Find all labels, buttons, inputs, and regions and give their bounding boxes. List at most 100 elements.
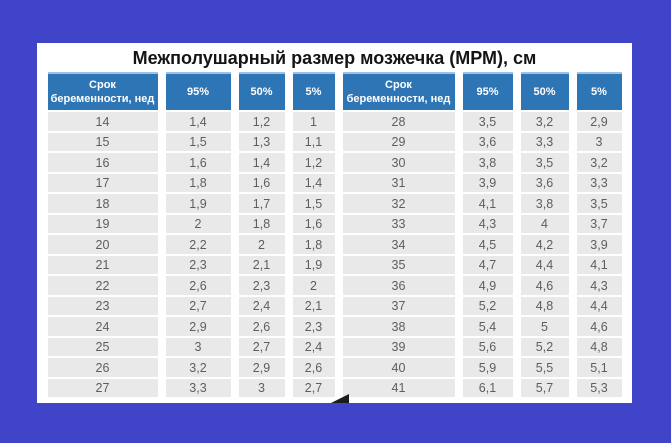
value-cell: 4	[520, 214, 569, 234]
column-header-percentile: 5%	[576, 72, 622, 111]
value-cell: 2,3	[292, 317, 335, 336]
value-cell: 5,5	[520, 358, 569, 377]
header-row: Срок беременности, нед 95% 50% 5% Срок берем…	[47, 72, 622, 111]
value-cell: 1	[292, 112, 335, 131]
value-cell: 3,5	[520, 153, 569, 172]
table-panel: Межполушарный размер мозжечка (МРМ), см …	[37, 43, 632, 403]
value-cell: 2,1	[292, 296, 335, 316]
value-cell: 1,4	[238, 153, 285, 172]
week-cell: 31	[342, 173, 455, 193]
week-cell: 19	[47, 214, 158, 234]
value-cell: 1,6	[165, 153, 231, 172]
week-cell: 20	[47, 235, 158, 254]
column-header-percentile: 95%	[462, 72, 513, 111]
value-cell: 5,2	[520, 337, 569, 357]
table-title: Межполушарный размер мозжечка (МРМ), см	[132, 48, 537, 68]
value-cell: 4,8	[520, 296, 569, 316]
value-cell: 2,3	[238, 276, 285, 295]
value-cell: 2,7	[238, 337, 285, 357]
value-cell: 4,8	[576, 337, 622, 357]
value-cell: 3	[238, 378, 285, 398]
value-cell: 1,5	[165, 132, 231, 152]
value-cell: 4,9	[462, 276, 513, 295]
value-cell: 4,7	[462, 255, 513, 275]
value-cell: 1,6	[292, 214, 335, 234]
mrm-table: Срок беременности, нед 95% 50% 5% Срок берем…	[40, 70, 630, 399]
value-cell: 2,9	[165, 317, 231, 336]
value-cell: 1,1	[292, 132, 335, 152]
value-cell: 4,2	[520, 235, 569, 254]
table-row: 19 2 1,8 1,6 33 4,3 4 3,7	[47, 214, 622, 234]
value-cell: 1,9	[165, 194, 231, 213]
value-cell: 1,9	[292, 255, 335, 275]
value-cell: 2,4	[238, 296, 285, 316]
week-cell: 30	[342, 153, 455, 172]
week-cell: 14	[47, 112, 158, 131]
value-cell: 1,2	[238, 112, 285, 131]
week-cell: 18	[47, 194, 158, 213]
value-cell: 3,6	[520, 173, 569, 193]
week-cell: 34	[342, 235, 455, 254]
value-cell: 2	[238, 235, 285, 254]
table-row: 22 2,6 2,3 2 36 4,9 4,6 4,3	[47, 276, 622, 295]
value-cell: 4,4	[520, 255, 569, 275]
table-row: 24 2,9 2,6 2,3 38 5,4 5 4,6	[47, 317, 622, 336]
value-cell: 2,6	[165, 276, 231, 295]
value-cell: 1,8	[292, 235, 335, 254]
value-cell: 2,6	[238, 317, 285, 336]
value-cell: 2,7	[292, 378, 335, 398]
column-header-percentile: 95%	[165, 72, 231, 111]
column-header-percentile: 5%	[292, 72, 335, 111]
value-cell: 2,7	[165, 296, 231, 316]
table-body: 14 1,4 1,2 1 28 3,5 3,2 2,9 15 1,5 1,3 1,1 29 3,6 3,3 3…	[47, 112, 622, 398]
week-cell: 32	[342, 194, 455, 213]
value-cell: 1,4	[165, 112, 231, 131]
week-cell: 36	[342, 276, 455, 295]
value-cell: 1,4	[292, 173, 335, 193]
table-row: 15 1,5 1,3 1,1 29 3,6 3,3 3	[47, 132, 622, 152]
value-cell: 4,3	[576, 276, 622, 295]
value-cell: 3	[165, 337, 231, 357]
value-cell: 2,4	[292, 337, 335, 357]
value-cell: 4,6	[576, 317, 622, 336]
value-cell: 3,3	[576, 173, 622, 193]
table-row: 23 2,7 2,4 2,1 37 5,2 4,8 4,4	[47, 296, 622, 316]
value-cell: 3,8	[462, 153, 513, 172]
value-cell: 4,3	[462, 214, 513, 234]
week-cell: 40	[342, 358, 455, 377]
value-cell: 1,7	[238, 194, 285, 213]
value-cell: 4,5	[462, 235, 513, 254]
value-cell: 5,9	[462, 358, 513, 377]
value-cell: 5,7	[520, 378, 569, 398]
value-cell: 2,6	[292, 358, 335, 377]
value-cell: 3,9	[576, 235, 622, 254]
week-cell: 26	[47, 358, 158, 377]
value-cell: 4,4	[576, 296, 622, 316]
value-cell: 3,5	[462, 112, 513, 131]
value-cell: 3,6	[462, 132, 513, 152]
value-cell: 3,7	[576, 214, 622, 234]
value-cell: 2,9	[576, 112, 622, 131]
value-cell: 2	[292, 276, 335, 295]
value-cell: 1,8	[165, 173, 231, 193]
week-cell: 15	[47, 132, 158, 152]
value-cell: 1,8	[238, 214, 285, 234]
value-cell: 2,3	[165, 255, 231, 275]
value-cell: 4,6	[520, 276, 569, 295]
week-cell: 23	[47, 296, 158, 316]
column-header-percentile: 50%	[520, 72, 569, 111]
week-cell: 27	[47, 378, 158, 398]
value-cell: 2	[165, 214, 231, 234]
week-cell: 25	[47, 337, 158, 357]
value-cell: 6,1	[462, 378, 513, 398]
value-cell: 3,2	[165, 358, 231, 377]
value-cell: 3,2	[520, 112, 569, 131]
table-row: 17 1,8 1,6 1,4 31 3,9 3,6 3,3	[47, 173, 622, 193]
value-cell: 3	[576, 132, 622, 152]
value-cell: 3,3	[520, 132, 569, 152]
column-header-week: Срок беременности, нед	[342, 72, 455, 111]
value-cell: 3,2	[576, 153, 622, 172]
week-cell: 33	[342, 214, 455, 234]
week-cell: 38	[342, 317, 455, 336]
